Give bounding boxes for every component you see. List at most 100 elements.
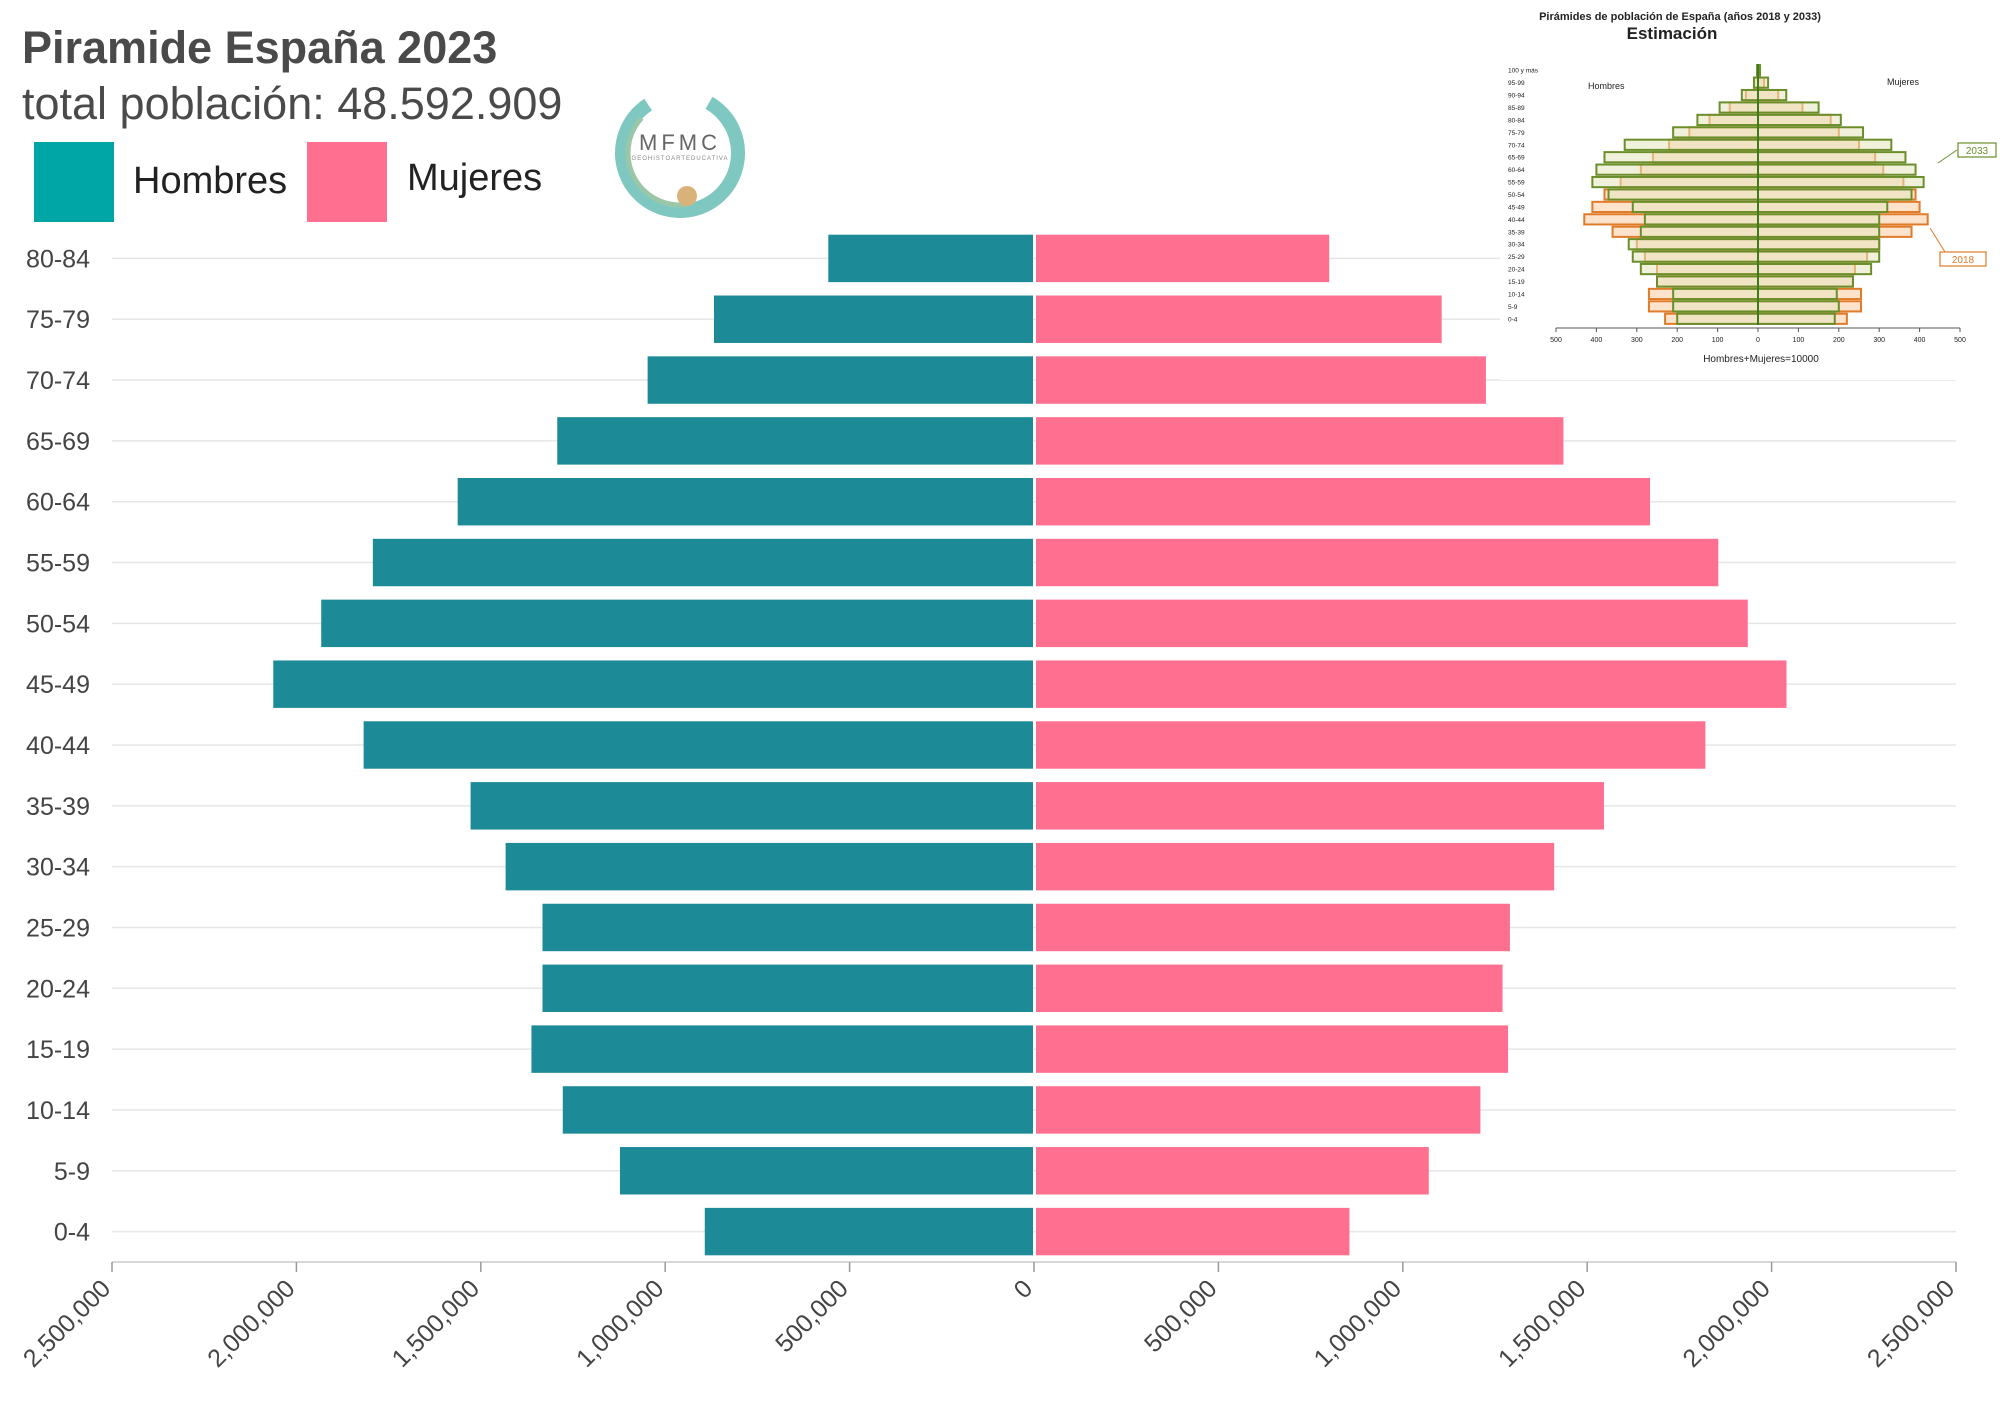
inset-bar-2033-left bbox=[1631, 250, 1759, 263]
inset-y-tick-label: 45-49 bbox=[1508, 204, 1525, 211]
inset-annotation-2018-label: 2018 bbox=[1952, 255, 1975, 266]
bar-mujeres-45-49 bbox=[1036, 660, 1787, 708]
inset-x-tick-label: 300 bbox=[1631, 337, 1643, 344]
bar-hombres-5-9 bbox=[619, 1147, 1033, 1195]
y-tick-label: 60-64 bbox=[26, 489, 90, 517]
y-tick-label: 20-24 bbox=[26, 975, 90, 1003]
inset-bar-2033-right bbox=[1757, 163, 1917, 176]
inset-bar-2033-left bbox=[1718, 101, 1759, 114]
inset-x-tick-label: 200 bbox=[1671, 337, 1683, 344]
bar-hombres-65-69 bbox=[557, 417, 1033, 465]
bar-hombres-25-29 bbox=[542, 903, 1033, 952]
inset-x-tick-label: 400 bbox=[1591, 337, 1603, 344]
inset-bar-2033-left bbox=[1672, 287, 1759, 301]
y-tick-label: 15-19 bbox=[26, 1036, 90, 1064]
bar-mujeres-5-9 bbox=[1036, 1147, 1429, 1195]
inset-y-tick-label: 40-44 bbox=[1508, 217, 1525, 224]
inset-left-label: Hombres bbox=[1588, 81, 1625, 91]
inset-y-tick-label: 15-19 bbox=[1508, 279, 1525, 286]
y-tick-label: 25-29 bbox=[26, 914, 90, 942]
inset-x-tick-label: 500 bbox=[1550, 337, 1562, 344]
y-tick-label: 0-4 bbox=[54, 1219, 90, 1247]
bar-hombres-60-64 bbox=[457, 477, 1033, 526]
inset-y-tick-label: 35-39 bbox=[1508, 229, 1525, 236]
inset-bar-2033-left bbox=[1672, 300, 1759, 313]
inset-y-tick-label: 85-89 bbox=[1508, 105, 1525, 112]
logo-text: MFMC bbox=[639, 130, 721, 155]
bar-mujeres-15-19 bbox=[1036, 1025, 1509, 1073]
inset-y-tick-label: 90-94 bbox=[1508, 93, 1525, 100]
inset-bar-2033-left bbox=[1639, 262, 1759, 276]
bar-hombres-50-54 bbox=[321, 599, 1033, 648]
bar-hombres-80-84 bbox=[828, 234, 1033, 283]
inset-bar-2033-left bbox=[1627, 238, 1759, 251]
x-tick-label: 2,500,000 bbox=[18, 1274, 116, 1372]
inset-x-tick-label: 300 bbox=[1873, 337, 1885, 344]
bar-mujeres-75-79 bbox=[1036, 295, 1442, 343]
chart-bars bbox=[273, 234, 1787, 1256]
bar-mujeres-65-69 bbox=[1036, 417, 1564, 465]
inset-x-tick-label: 400 bbox=[1914, 337, 1926, 344]
x-tick-label: 500,000 bbox=[1139, 1274, 1223, 1358]
inset-bar-2033-right bbox=[1757, 312, 1836, 325]
inset-bar-2033-left bbox=[1603, 151, 1760, 164]
x-tick-label: 0 bbox=[1009, 1274, 1039, 1304]
inset-bars bbox=[1556, 64, 1960, 329]
inset-y-labels: 0-4 5-9 10-14 15-19 20-24 25-29 30-34 35-39 40-4… bbox=[1508, 68, 1539, 324]
y-tick-label: 45-49 bbox=[26, 671, 90, 699]
logo: MFMC GEOHISTOARTEDUCATIVA bbox=[605, 78, 755, 228]
legend-swatch-hombres bbox=[34, 142, 114, 222]
y-tick-label: 65-69 bbox=[26, 428, 90, 456]
inset-bar-2033-right bbox=[1757, 262, 1873, 276]
inset-bar-2033-left bbox=[1623, 138, 1760, 151]
bar-hombres-0-4 bbox=[704, 1207, 1033, 1256]
inset-bar-2033-right bbox=[1757, 225, 1881, 238]
inset-x-axis-title: Hombres+Mujeres=10000 bbox=[1703, 354, 1819, 365]
inset-annotation-2033: 2033 bbox=[1937, 142, 1997, 164]
inset-y-tick-label: 75-79 bbox=[1508, 130, 1525, 137]
bar-hombres-30-34 bbox=[505, 842, 1034, 891]
inset-y-tick-label: 95-99 bbox=[1508, 80, 1525, 87]
bar-mujeres-20-24 bbox=[1036, 964, 1503, 1013]
inset-y-tick-label: 55-59 bbox=[1508, 180, 1525, 187]
inset-bar-2033-left bbox=[1696, 113, 1759, 127]
inset-bar-2033-right bbox=[1757, 287, 1838, 301]
inset-bar-2033-left bbox=[1607, 188, 1759, 201]
legend-label-hombres: Hombres bbox=[133, 160, 288, 202]
y-tick-label: 75-79 bbox=[26, 306, 90, 334]
y-tick-label: 80-84 bbox=[26, 245, 90, 273]
x-tick-label: 500,000 bbox=[770, 1274, 854, 1358]
inset-subtitle: Estimación bbox=[1627, 24, 1718, 43]
y-tick-label: 10-14 bbox=[26, 1097, 90, 1125]
inset-bar-2033-left bbox=[1740, 88, 1759, 102]
inset-annotation-2018: 2018 bbox=[1929, 227, 1987, 267]
bar-hombres-20-24 bbox=[542, 964, 1033, 1013]
page-title: Piramide España 2023 bbox=[22, 22, 498, 73]
bar-mujeres-30-34 bbox=[1036, 842, 1555, 891]
inset-y-tick-label: 60-64 bbox=[1508, 167, 1525, 174]
bar-hombres-45-49 bbox=[273, 660, 1034, 708]
y-tick-label: 50-54 bbox=[26, 610, 90, 638]
inset-bar-2033-right bbox=[1757, 113, 1842, 127]
bar-hombres-10-14 bbox=[562, 1086, 1033, 1134]
inset-bar-2033-left bbox=[1676, 312, 1759, 325]
bar-mujeres-55-59 bbox=[1036, 538, 1719, 587]
inset-bar-2033-right bbox=[1757, 188, 1913, 201]
inset-y-tick-label: 50-54 bbox=[1508, 192, 1525, 199]
y-tick-label: 35-39 bbox=[26, 793, 90, 821]
page-subtitle: total población: 48.592.909 bbox=[22, 78, 563, 129]
inset-pyramid-chart: Pirámides de población de España (años 2… bbox=[1500, 0, 2000, 380]
inset-bar-2033-left bbox=[1672, 126, 1759, 139]
bar-mujeres-80-84 bbox=[1036, 234, 1330, 283]
bar-hombres-70-74 bbox=[647, 356, 1033, 404]
x-tick-label: 2,500,000 bbox=[1862, 1274, 1960, 1372]
inset-y-tick-label: 30-34 bbox=[1508, 242, 1525, 249]
inset-bar-2033-right bbox=[1757, 151, 1907, 164]
bar-hombres-35-39 bbox=[470, 782, 1034, 830]
inset-bar-2033-left bbox=[1639, 225, 1759, 238]
y-tick-label: 70-74 bbox=[26, 367, 90, 395]
inset-y-tick-label: 100 y más bbox=[1508, 68, 1539, 75]
bar-mujeres-50-54 bbox=[1036, 599, 1748, 648]
inset-bar-2033-left bbox=[1631, 200, 1759, 214]
